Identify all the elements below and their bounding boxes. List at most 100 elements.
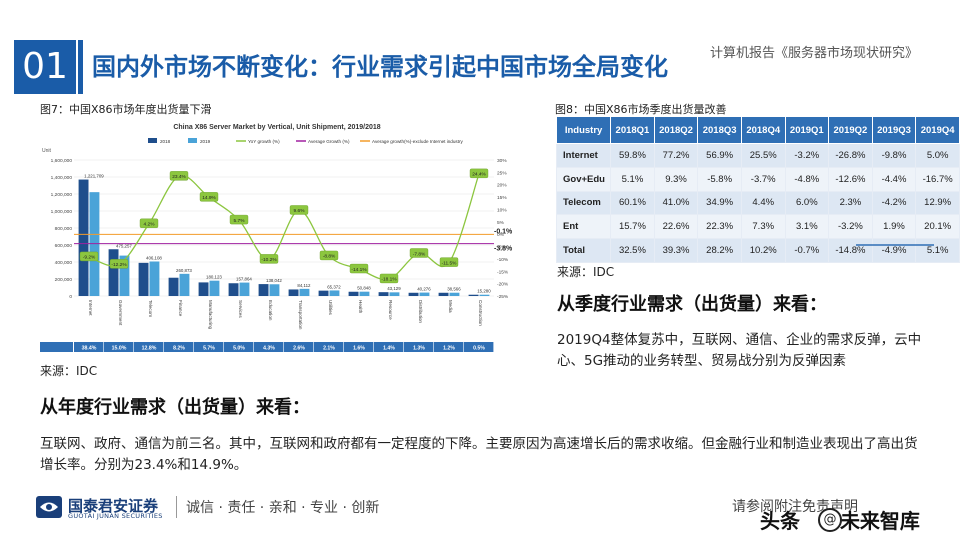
x-tick-label: Utilities: [328, 300, 333, 316]
watermark-name: 未来智库: [839, 509, 920, 533]
y-tick-label: 1,400,000: [51, 175, 73, 181]
table-row-label: Gov+Edu: [555, 166, 612, 192]
table-cell: 20.1%: [915, 214, 960, 240]
yoy-label-box: [469, 168, 489, 179]
table-header-2018q1: 2018Q1: [610, 116, 655, 144]
share-cell: [254, 342, 284, 352]
bar-2018: [78, 179, 89, 296]
table-cell: 4.4%: [740, 190, 786, 216]
y-tick-label: 1,200,000: [51, 192, 73, 198]
chart-title: China X86 Server Market by Vertical, Uni…: [173, 124, 380, 131]
table-cell: 7.3%: [740, 214, 786, 240]
y-tick-label: 600,000: [55, 243, 73, 249]
x-tick-label: Education: [268, 300, 273, 321]
quarter-table-container: Industry 2018Q1 2018Q2 2018Q3 2018Q4 2019Q1 20…: [555, 116, 960, 263]
table-cell: -4.2%: [871, 190, 917, 216]
footer-divider: [176, 496, 177, 518]
bar-2019: [179, 273, 190, 296]
table-cell: 15.7%: [610, 214, 655, 240]
table-cell: 5.0%: [915, 143, 960, 168]
share-cell: [314, 342, 344, 352]
watermark-logo-icon: @: [818, 508, 842, 532]
bar-2019: [209, 280, 220, 296]
table-cell: -3.2%: [828, 214, 873, 240]
bar-2018: [138, 262, 149, 296]
header-divider: [78, 40, 83, 94]
y2-tick-label: 30%: [497, 158, 507, 164]
quarterly-heading: 从季度行业需求（出货量）来看：: [557, 294, 827, 315]
table-cell: -0.7%: [784, 238, 830, 263]
slogan: 诚信 · 责任 · 亲和 · 专业 · 创新: [186, 500, 380, 516]
bar-value-label: 15,280: [477, 289, 491, 294]
yoy-label-box: [139, 218, 159, 228]
y-tick-label: 800,000: [55, 226, 73, 232]
x-tick-label: Health: [358, 300, 363, 314]
bar-2018: [168, 277, 179, 296]
table-header-2019q1: 2019Q1: [784, 116, 830, 144]
x-tick-label: Services: [238, 300, 243, 318]
table-cell: -4.4%: [871, 166, 917, 192]
table-cell: 5.1%: [610, 166, 655, 192]
bar-2018: [348, 291, 359, 296]
share-label: 12.8%: [142, 346, 157, 352]
average-growth-label: -3.8%: [494, 246, 513, 253]
y-axis-label: Unit: [42, 148, 52, 154]
x-tick-label: Internet: [88, 300, 93, 316]
yoy-label-box: [169, 171, 189, 181]
share-cell: [194, 342, 224, 352]
table-cell: 59.8%: [610, 143, 655, 168]
logo-text: 国泰君安证券: [68, 497, 159, 515]
bar-2018: [408, 292, 419, 296]
share-cell: [344, 342, 374, 352]
legend-swatch: [188, 138, 197, 143]
y2-tick-label: 0%: [497, 232, 505, 238]
yoy-label: -7.8%: [413, 251, 426, 257]
table-header-2018q3: 2018Q3: [697, 116, 742, 144]
y-tick-label: 200,000: [55, 277, 73, 283]
table-cell: 32.5%: [610, 238, 655, 263]
x-tick-label: Transportation: [298, 300, 303, 330]
table-cell: 34.9%: [697, 190, 742, 216]
table-cell: 22.6%: [653, 214, 699, 240]
annual-paragraph: 互联网、政府、通信为前三名。其中，互联网和政府都有一定程度的下降。主要原因为高速…: [40, 436, 918, 473]
bar-value-label: 50,848: [357, 286, 371, 291]
share-row-label-cell: [40, 342, 73, 352]
table-cell: -3.7%: [740, 166, 786, 192]
bar-2019: [149, 261, 160, 296]
table-cell: 2.3%: [828, 190, 873, 216]
y2-tick-label: 15%: [497, 195, 507, 201]
table-cell: 22.3%: [697, 214, 742, 240]
table-cell: 25.5%: [740, 143, 786, 168]
yoy-label: 9.6%: [294, 208, 306, 214]
share-label: 2.1%: [323, 346, 335, 352]
table-row: Ent 15.7% 22.6% 22.3% 7.3% 3.1% -3.2% 1.9% 20.1%: [555, 214, 960, 240]
shipment-chart: China X86 Server Market by Vertical, Uni…: [38, 116, 516, 354]
share-cell: [104, 342, 134, 352]
share-label: 1.2%: [443, 346, 455, 352]
table-cell: -9.8%: [871, 143, 917, 168]
figure-7-caption: 图7：中国X86市场年度出货量下滑: [40, 103, 212, 116]
y-tick-label: 1,600,000: [51, 158, 73, 164]
figure-8-caption: 图8：中国X86市场季度出货量改善: [555, 103, 727, 116]
yoy-label-box: [109, 259, 129, 269]
yoy-label-box: [379, 273, 399, 284]
bar-2019: [419, 292, 430, 296]
share-cell: [164, 342, 194, 352]
table-header-industry: Industry: [555, 116, 612, 144]
table-header-2019q4: 2019Q4: [915, 116, 960, 144]
yoy-label: 5.7%: [234, 218, 246, 224]
share-cell: [404, 342, 434, 352]
y2-tick-label: 25%: [497, 170, 507, 176]
y2-tick-label: 10%: [497, 207, 507, 213]
share-label: 1.3%: [413, 346, 425, 352]
bar-2019: [299, 288, 310, 296]
legend-label: YoY growth (%): [248, 139, 280, 144]
bar-value-label: 84,112: [297, 283, 311, 288]
yoy-label: -18.1%: [381, 277, 397, 283]
yoy-label-box: [349, 263, 369, 274]
yoy-label-box: [409, 248, 429, 258]
yoy-label-box: [289, 205, 309, 215]
y-tick-label: 400,000: [55, 260, 73, 266]
share-label: 15.0%: [112, 346, 127, 352]
table-cell: 10.2%: [740, 238, 786, 263]
